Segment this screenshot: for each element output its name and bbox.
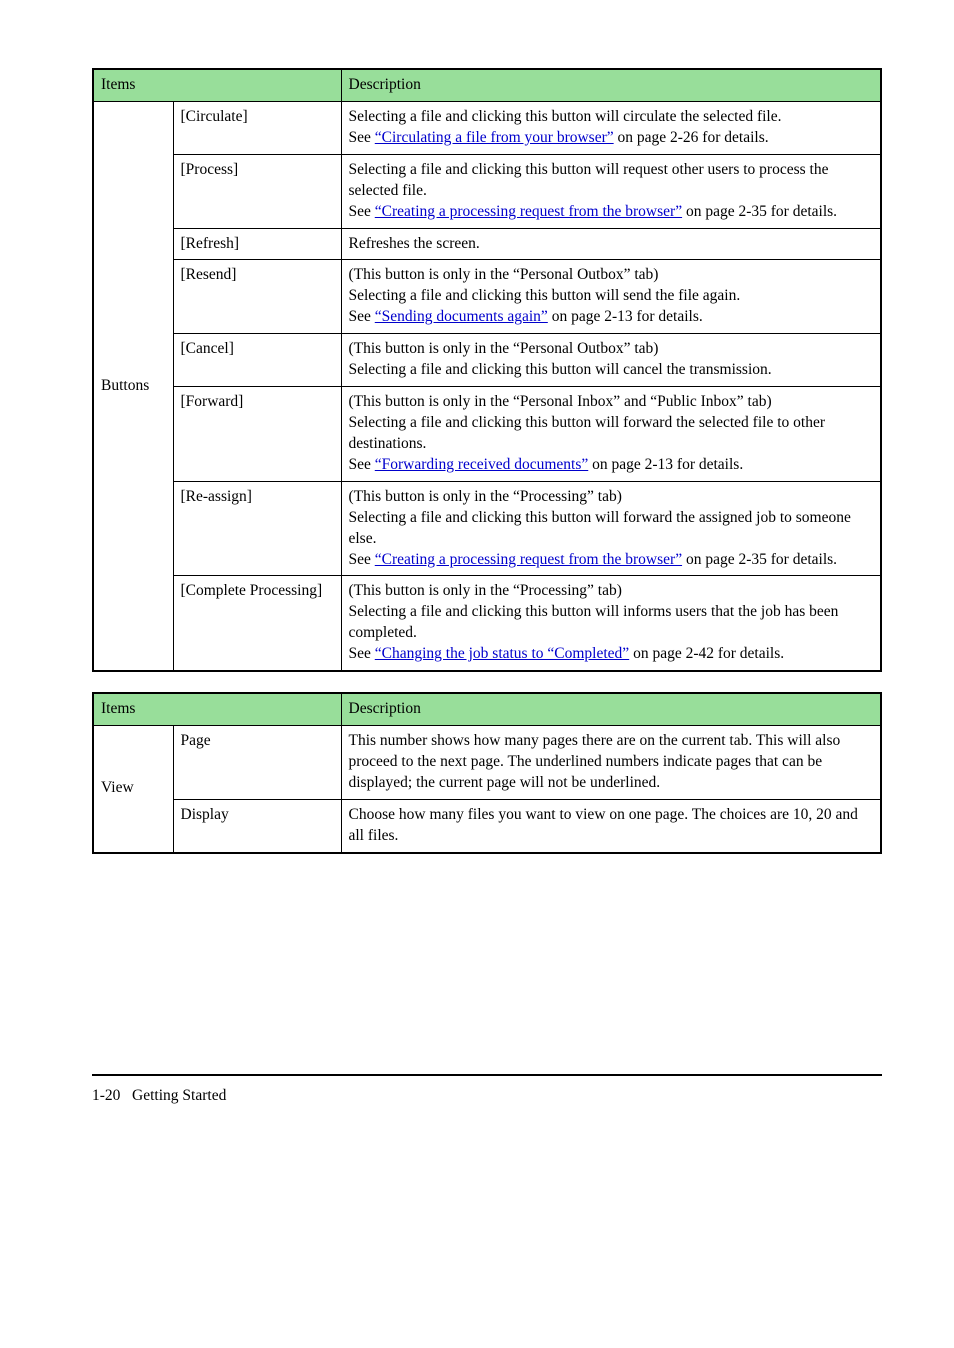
desc-suffix: on page 2-13 for details. (548, 308, 703, 325)
desc-suffix: on page 2-13 for details. (588, 456, 743, 473)
desc-cell: This number shows how many pages there a… (341, 726, 881, 800)
desc-cell: Choose how many files you want to view o… (341, 799, 881, 852)
desc-prefix: See (349, 203, 375, 220)
header-desc: Description (341, 69, 881, 101)
desc-note: (This button is only in the “Personal Ou… (349, 266, 659, 283)
doc-link[interactable]: “Circulating a file from your browser” (375, 129, 614, 146)
view-table: Items Description View Page This number … (92, 692, 882, 854)
desc-suffix: on page 2-26 for details. (614, 129, 769, 146)
table-row: Buttons [Circulate] Selecting a file and… (93, 101, 881, 154)
desc-text: Selecting a file and clicking this butto… (349, 603, 839, 641)
desc-cell: Selecting a file and clicking this butto… (341, 101, 881, 154)
table-row: Display Choose how many files you want t… (93, 799, 881, 852)
item-cell: Display (173, 799, 341, 852)
desc-prefix: See (349, 129, 375, 146)
item-cell: Page (173, 726, 341, 800)
table-row: [Cancel] (This button is only in the “Pe… (93, 334, 881, 387)
desc-text: Selecting a file and clicking this butto… (349, 108, 782, 125)
table-header-row: Items Description (93, 69, 881, 101)
item-cell: [Refresh] (173, 228, 341, 260)
item-cell: [Process] (173, 154, 341, 228)
desc-suffix: on page 2-42 for details. (629, 645, 784, 662)
desc-suffix: on page 2-35 for details. (682, 203, 837, 220)
doc-link[interactable]: “Creating a processing request from the … (375, 203, 682, 220)
header-items: Items (93, 693, 341, 725)
desc-text: Selecting a file and clicking this butto… (349, 361, 772, 378)
desc-text: Selecting a file and clicking this butto… (349, 509, 851, 547)
desc-suffix: on page 2-35 for details. (682, 551, 837, 568)
desc-cell: (This button is only in the “Processing”… (341, 576, 881, 671)
table-row: View Page This number shows how many pag… (93, 726, 881, 800)
desc-cell: (This button is only in the “Personal Ou… (341, 334, 881, 387)
group-cell: Buttons (93, 101, 173, 671)
table-row: [Complete Processing] (This button is on… (93, 576, 881, 671)
desc-text: Selecting a file and clicking this butto… (349, 161, 829, 199)
header-items: Items (93, 69, 341, 101)
table-row: [Resend] (This button is only in the “Pe… (93, 260, 881, 334)
header-desc: Description (341, 693, 881, 725)
desc-cell: (This button is only in the “Personal Ou… (341, 260, 881, 334)
desc-text: Selecting a file and clicking this butto… (349, 287, 741, 304)
desc-prefix: See (349, 456, 375, 473)
section-title: Getting Started (132, 1087, 226, 1104)
desc-note: (This button is only in the “Personal In… (349, 393, 772, 410)
desc-note: (This button is only in the “Personal Ou… (349, 340, 659, 357)
desc-text: Selecting a file and clicking this butto… (349, 414, 825, 452)
doc-link[interactable]: “Forwarding received documents” (375, 456, 588, 473)
footer-rule (92, 1074, 882, 1076)
group-cell: View (93, 726, 173, 853)
desc-cell: Refreshes the screen. (341, 228, 881, 260)
page-number: 1-20 (92, 1087, 120, 1104)
table-row: [Forward] (This button is only in the “P… (93, 387, 881, 482)
desc-prefix: See (349, 645, 375, 662)
desc-prefix: See (349, 551, 375, 568)
table-row: [Re-assign] (This button is only in the … (93, 481, 881, 576)
desc-note: (This button is only in the “Processing”… (349, 582, 622, 599)
desc-note: (This button is only in the “Processing”… (349, 488, 622, 505)
desc-cell: (This button is only in the “Processing”… (341, 481, 881, 576)
table-header-row: Items Description (93, 693, 881, 725)
item-cell: [Resend] (173, 260, 341, 334)
table-row: [Process] Selecting a file and clicking … (93, 154, 881, 228)
doc-link[interactable]: “Creating a processing request from the … (375, 551, 682, 568)
item-cell: [Cancel] (173, 334, 341, 387)
doc-link[interactable]: “Sending documents again” (375, 308, 548, 325)
desc-cell: (This button is only in the “Personal In… (341, 387, 881, 482)
item-cell: [Circulate] (173, 101, 341, 154)
item-cell: [Complete Processing] (173, 576, 341, 671)
table-row: [Refresh] Refreshes the screen. (93, 228, 881, 260)
page-footer: 1-20 Getting Started (92, 1086, 882, 1107)
item-cell: [Forward] (173, 387, 341, 482)
buttons-table: Items Description Buttons [Circulate] Se… (92, 68, 882, 672)
doc-link[interactable]: “Changing the job status to “Completed” (375, 645, 629, 662)
desc-cell: Selecting a file and clicking this butto… (341, 154, 881, 228)
desc-prefix: See (349, 308, 375, 325)
item-cell: [Re-assign] (173, 481, 341, 576)
